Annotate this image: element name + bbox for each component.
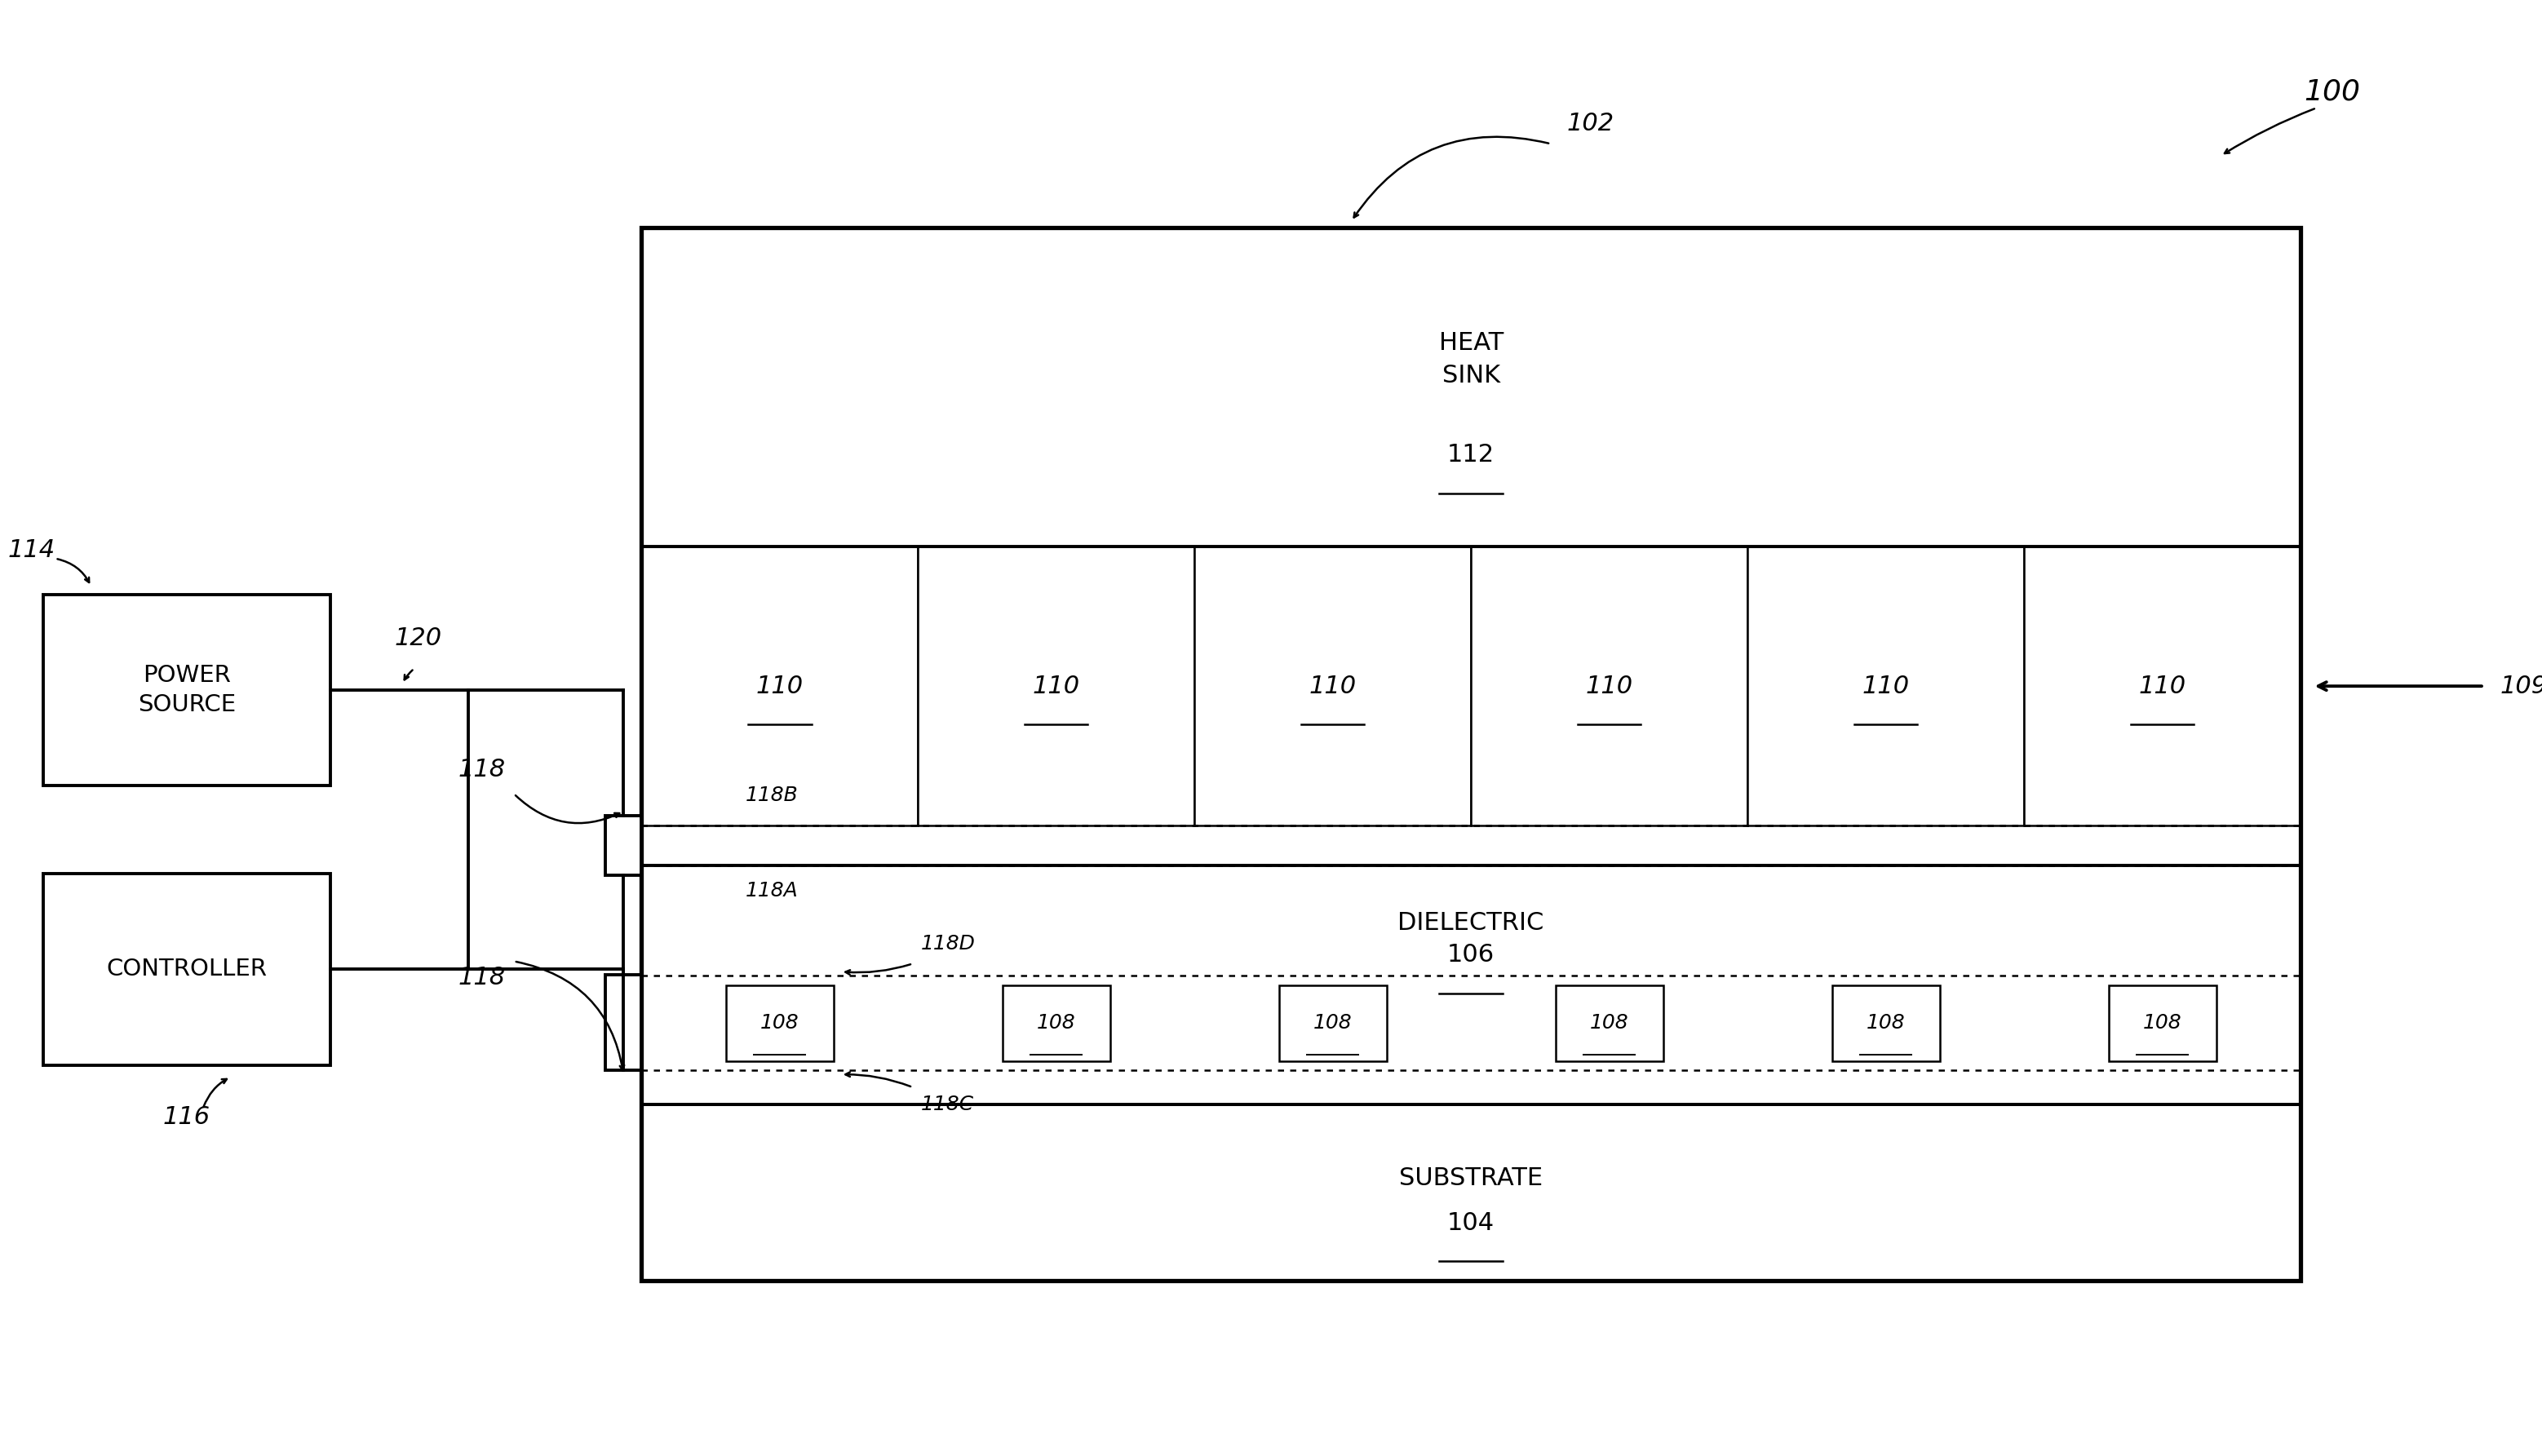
- Text: 116: 116: [163, 1105, 211, 1128]
- Bar: [1195, 546, 1472, 826]
- Text: 102: 102: [1566, 112, 1614, 135]
- Text: 118: 118: [458, 759, 506, 782]
- Text: 110: 110: [1863, 674, 1909, 697]
- Bar: [641, 546, 918, 826]
- Bar: [2107, 986, 2217, 1061]
- Text: 118B: 118B: [745, 786, 798, 805]
- Bar: [918, 546, 1195, 826]
- Bar: [1279, 986, 1385, 1061]
- Text: 114: 114: [8, 539, 56, 562]
- Text: SUBSTRATE: SUBSTRATE: [1398, 1166, 1543, 1190]
- Text: 120: 120: [394, 626, 442, 651]
- Text: 110: 110: [1586, 674, 1632, 697]
- Bar: [641, 227, 2301, 1280]
- Bar: [605, 976, 641, 1070]
- Bar: [641, 227, 2301, 546]
- Bar: [1556, 986, 1662, 1061]
- Bar: [1472, 546, 1746, 826]
- Bar: [641, 865, 2301, 1105]
- Text: 108: 108: [1866, 1013, 1904, 1032]
- Text: 108: 108: [1314, 1013, 1352, 1032]
- Text: 108: 108: [1589, 1013, 1629, 1032]
- Text: 118A: 118A: [745, 881, 798, 901]
- Text: 108: 108: [2143, 1013, 2181, 1032]
- Text: 109: 109: [2499, 674, 2542, 697]
- Text: 106: 106: [1446, 943, 1495, 967]
- Text: 108: 108: [760, 1013, 798, 1032]
- Bar: [1833, 986, 1940, 1061]
- Bar: [43, 874, 330, 1064]
- Bar: [727, 986, 834, 1061]
- Text: 110: 110: [1309, 674, 1357, 697]
- Text: 110: 110: [1032, 674, 1080, 697]
- Text: 112: 112: [1446, 443, 1495, 467]
- Text: DIELECTRIC: DIELECTRIC: [1398, 911, 1543, 935]
- Bar: [2023, 546, 2301, 826]
- Text: 118C: 118C: [920, 1095, 974, 1115]
- Bar: [605, 815, 641, 875]
- Text: 108: 108: [1037, 1013, 1075, 1032]
- Text: 100: 100: [2303, 79, 2362, 106]
- Text: HEAT
SINK: HEAT SINK: [1439, 331, 1502, 387]
- Text: POWER
SOURCE: POWER SOURCE: [137, 664, 236, 716]
- Bar: [1002, 986, 1111, 1061]
- Text: CONTROLLER: CONTROLLER: [107, 958, 267, 981]
- Text: 110: 110: [2138, 674, 2186, 697]
- Bar: [641, 1105, 2301, 1280]
- Bar: [43, 594, 330, 786]
- Text: 110: 110: [755, 674, 803, 697]
- Text: 118D: 118D: [920, 933, 976, 954]
- Bar: [1746, 546, 2023, 826]
- Text: 118: 118: [458, 965, 506, 989]
- Text: 104: 104: [1446, 1211, 1495, 1235]
